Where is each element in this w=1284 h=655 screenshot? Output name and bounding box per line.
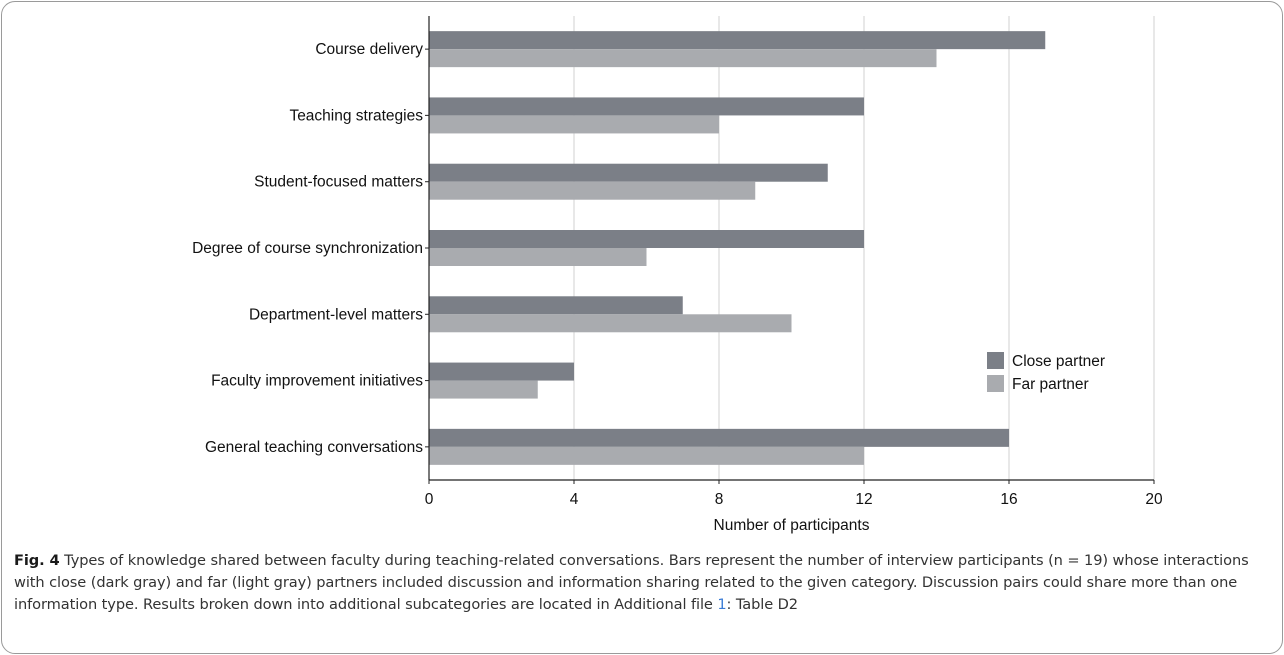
bar-chart: Course delivery Teaching strategies Studen… xyxy=(192,16,1163,534)
caption-label: Fig. 4 xyxy=(14,552,60,569)
bar-far-5 xyxy=(429,380,538,399)
figure-caption: Fig. 4 Types of knowledge shared between… xyxy=(14,550,1276,616)
bar-close-3 xyxy=(429,230,864,248)
category-label-6: General teaching conversations xyxy=(205,439,423,456)
category-label-2: Student-focused matters xyxy=(254,174,423,191)
category-label-1: Teaching strategies xyxy=(289,107,423,124)
category-label-0: Course delivery xyxy=(315,41,423,58)
bar-far-3 xyxy=(429,248,647,266)
bar-close-4 xyxy=(429,296,683,315)
caption-text: Types of knowledge shared between facult… xyxy=(14,552,1249,613)
caption-text-end: : Table D2 xyxy=(726,596,799,613)
x-tick-label-20: 20 xyxy=(1145,491,1163,508)
bar-far-1 xyxy=(429,115,719,134)
x-tick-label-12: 12 xyxy=(855,491,872,508)
legend-swatch-far xyxy=(987,375,1004,392)
x-tick-label-8: 8 xyxy=(715,491,724,508)
bar-close-0 xyxy=(429,31,1046,50)
legend-label-far: Far partner xyxy=(1012,376,1089,393)
category-label-3: Degree of course synchronization xyxy=(192,240,423,257)
x-tick-label-4: 4 xyxy=(570,491,579,508)
x-tick-label-0: 0 xyxy=(425,491,434,508)
category-label-4: Department-level matters xyxy=(249,306,423,323)
bar-far-2 xyxy=(429,181,756,200)
category-label-5: Faculty improvement initiatives xyxy=(211,373,423,390)
x-axis-title: Number of participants xyxy=(714,517,870,534)
bar-close-6 xyxy=(429,428,1009,447)
bar-close-1 xyxy=(429,97,864,116)
legend-label-close: Close partner xyxy=(1012,353,1105,370)
legend-swatch-close xyxy=(987,352,1004,369)
caption-link[interactable]: 1 xyxy=(717,596,727,613)
bar-close-5 xyxy=(429,362,574,381)
bar-close-2 xyxy=(429,163,828,182)
x-tick-label-16: 16 xyxy=(1000,491,1017,508)
bar-far-0 xyxy=(429,49,937,68)
bar-far-4 xyxy=(429,314,792,333)
bar-far-6 xyxy=(429,446,864,465)
